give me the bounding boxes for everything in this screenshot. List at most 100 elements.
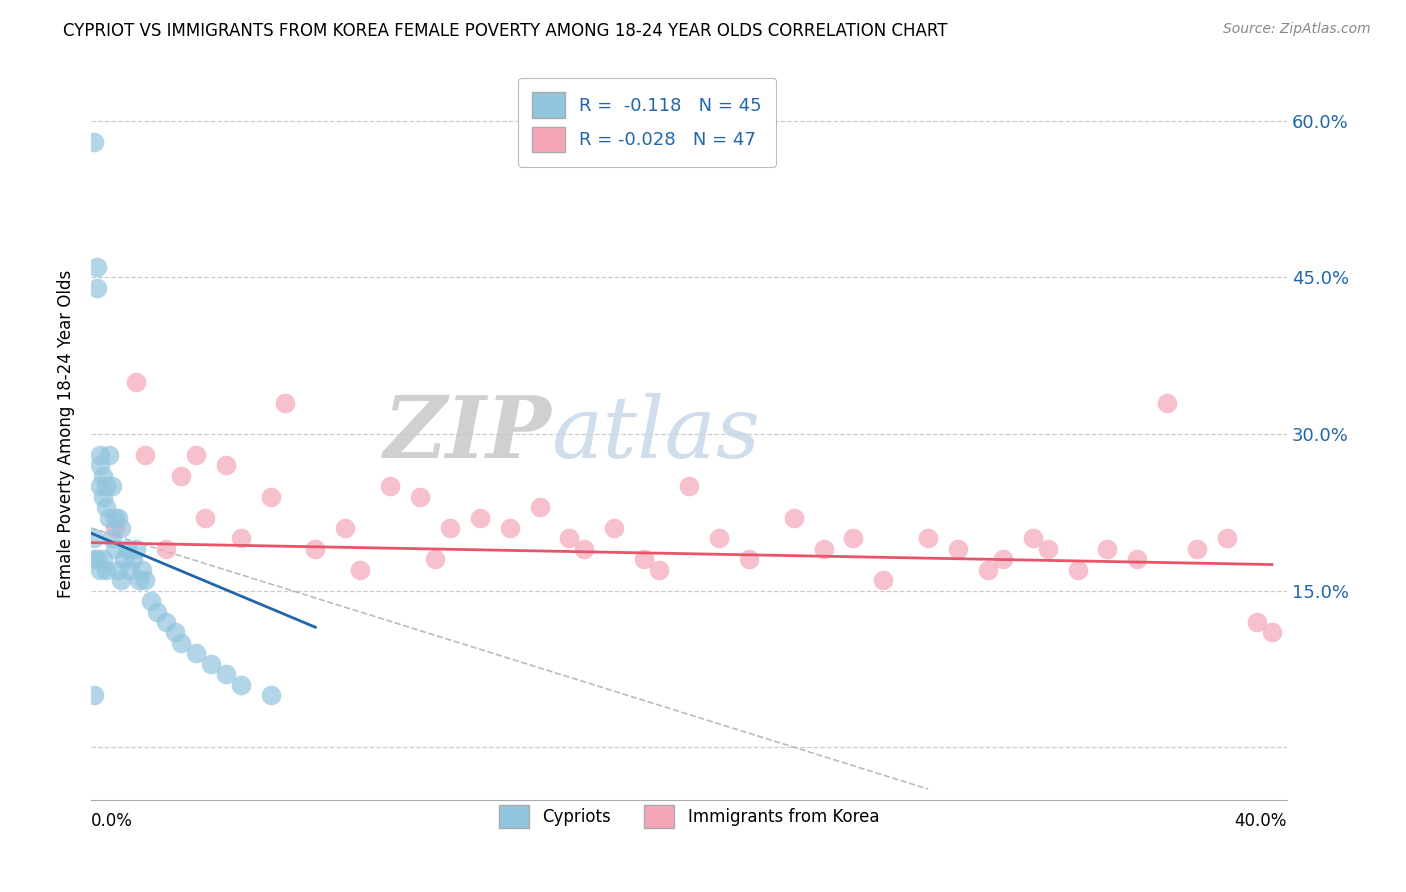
Text: ZIP: ZIP [384,392,551,475]
Point [1066,563,1088,577]
Point [1097,541,1119,556]
Point [86,260,108,274]
Point [1156,395,1178,409]
Text: Source: ZipAtlas.com: Source: ZipAtlas.com [1223,22,1371,37]
Point [83,135,105,149]
Point [110,521,132,535]
Point [574,541,596,556]
Point [1036,541,1059,556]
Point [101,532,124,546]
Point [946,541,969,556]
Point [128,573,150,587]
Point [1216,532,1239,546]
Point [122,552,145,566]
Point [409,490,432,504]
Point [94,563,117,577]
Point [146,605,169,619]
Point [468,510,491,524]
Point [872,573,894,587]
Point [917,532,939,546]
Point [200,657,222,671]
Point [259,490,281,504]
Point [155,541,177,556]
Point [91,552,114,566]
Point [104,541,127,556]
Y-axis label: Female Poverty Among 18-24 Year Olds: Female Poverty Among 18-24 Year Olds [58,270,75,599]
Point [378,479,401,493]
Point [104,510,127,524]
Point [184,448,207,462]
Point [94,500,117,515]
Point [131,563,153,577]
Point [423,552,446,566]
Point [229,678,252,692]
Point [118,563,141,577]
Point [229,532,252,546]
Point [529,500,551,515]
Point [633,552,655,566]
Point [170,468,193,483]
Point [104,521,127,535]
Point [1126,552,1149,566]
Point [215,458,238,473]
Point [98,448,121,462]
Point [107,510,129,524]
Point [89,479,111,493]
Text: 40.0%: 40.0% [1234,812,1286,830]
Point [134,448,156,462]
Point [194,510,217,524]
Text: 0.0%: 0.0% [91,812,134,830]
Point [349,563,371,577]
Point [991,552,1014,566]
Point [125,541,148,556]
Point [813,541,835,556]
Point [134,573,156,587]
Point [83,552,105,566]
Point [1185,541,1208,556]
Point [101,479,124,493]
Point [648,563,671,577]
Point [603,521,626,535]
Point [304,541,326,556]
Point [782,510,804,524]
Point [94,479,117,493]
Point [259,688,281,702]
Point [738,552,761,566]
Point [215,667,238,681]
Point [89,458,111,473]
Point [91,468,114,483]
Point [112,552,135,566]
Point [83,532,105,546]
Point [498,521,520,535]
Point [115,541,138,556]
Text: atlas: atlas [551,392,761,475]
Point [125,375,148,389]
Point [91,490,114,504]
Legend: Cypriots, Immigrants from Korea: Cypriots, Immigrants from Korea [492,798,886,835]
Point [170,636,193,650]
Point [107,563,129,577]
Point [1022,532,1045,546]
Point [89,563,111,577]
Point [842,532,865,546]
Point [86,281,108,295]
Point [439,521,461,535]
Point [977,563,1000,577]
Point [1246,615,1268,629]
Point [335,521,357,535]
Point [678,479,700,493]
Point [83,688,105,702]
Point [155,615,177,629]
Point [110,573,132,587]
Text: CYPRIOT VS IMMIGRANTS FROM KOREA FEMALE POVERTY AMONG 18-24 YEAR OLDS CORRELATIO: CYPRIOT VS IMMIGRANTS FROM KOREA FEMALE … [63,22,948,40]
Point [558,532,581,546]
Point [98,510,121,524]
Point [139,594,162,608]
Point [89,448,111,462]
Point [163,625,186,640]
Point [274,395,297,409]
Point [707,532,730,546]
Point [86,552,108,566]
Point [184,646,207,660]
Point [1261,625,1284,640]
